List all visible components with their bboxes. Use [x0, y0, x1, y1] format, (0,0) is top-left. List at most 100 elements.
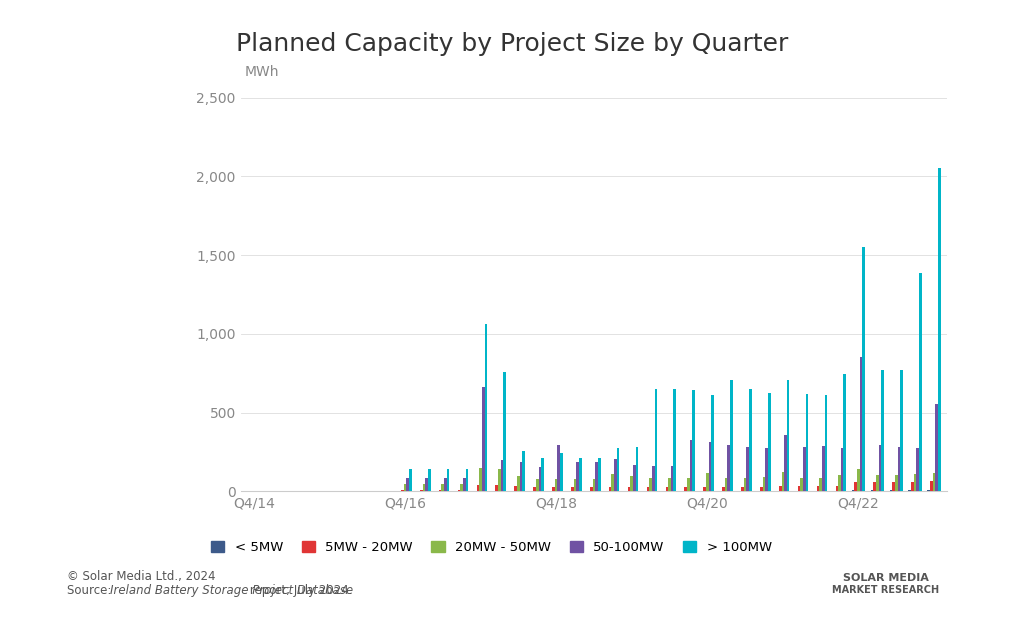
Bar: [749, 389, 752, 491]
Bar: [841, 448, 844, 491]
Bar: [690, 440, 692, 491]
Bar: [928, 490, 930, 491]
Bar: [860, 357, 862, 491]
Bar: [534, 486, 536, 491]
Bar: [706, 472, 709, 491]
Text: report; July 2024.: report; July 2024.: [246, 584, 352, 597]
Bar: [725, 478, 727, 491]
Bar: [439, 490, 441, 491]
Bar: [519, 462, 522, 491]
Bar: [409, 469, 412, 491]
Bar: [763, 478, 765, 491]
Bar: [806, 394, 808, 491]
Bar: [671, 466, 674, 491]
Bar: [425, 478, 428, 491]
Bar: [938, 168, 941, 491]
Bar: [496, 485, 498, 491]
Text: Planned Capacity by Project Size by Quarter: Planned Capacity by Project Size by Quar…: [236, 32, 788, 55]
Bar: [895, 475, 897, 491]
Bar: [913, 474, 916, 491]
Bar: [854, 482, 857, 491]
Bar: [631, 476, 633, 491]
Bar: [765, 448, 768, 491]
Bar: [407, 478, 409, 491]
Bar: [882, 370, 884, 491]
Bar: [798, 486, 801, 491]
Bar: [611, 474, 614, 491]
Bar: [557, 445, 560, 491]
Bar: [669, 478, 671, 491]
Bar: [703, 486, 706, 491]
Bar: [461, 484, 463, 491]
Bar: [560, 453, 563, 491]
Bar: [892, 482, 895, 491]
Bar: [712, 394, 714, 491]
Bar: [900, 370, 903, 491]
Bar: [649, 478, 652, 491]
Bar: [897, 447, 900, 491]
Bar: [498, 469, 501, 491]
Bar: [908, 490, 911, 491]
Bar: [920, 273, 922, 491]
Text: © Solar Media Ltd., 2024: © Solar Media Ltd., 2024: [67, 570, 215, 583]
Bar: [870, 490, 873, 491]
Bar: [817, 486, 819, 491]
Bar: [819, 478, 822, 491]
Bar: [590, 486, 593, 491]
Bar: [801, 478, 803, 491]
Bar: [441, 484, 444, 491]
Legend: < 5MW, 5MW - 20MW, 20MW - 50MW, 50-100MW, > 100MW: < 5MW, 5MW - 20MW, 20MW - 50MW, 50-100MW…: [211, 541, 772, 554]
Bar: [652, 466, 654, 491]
Bar: [466, 469, 468, 491]
Bar: [741, 488, 743, 491]
Bar: [803, 447, 806, 491]
Bar: [666, 486, 669, 491]
Bar: [542, 459, 544, 491]
Bar: [824, 396, 827, 491]
Bar: [836, 486, 839, 491]
Text: SOLAR MEDIA: SOLAR MEDIA: [843, 573, 929, 583]
Bar: [857, 469, 860, 491]
Bar: [930, 481, 933, 491]
Bar: [571, 486, 573, 491]
Text: Ireland Battery Storage Project Database: Ireland Battery Storage Project Database: [110, 584, 352, 597]
Bar: [482, 387, 484, 491]
Bar: [616, 448, 620, 491]
Text: MARKET RESEARCH: MARKET RESEARCH: [833, 585, 939, 595]
Bar: [786, 379, 790, 491]
Bar: [822, 446, 824, 491]
Bar: [674, 389, 676, 491]
Bar: [911, 482, 913, 491]
Bar: [916, 448, 920, 491]
Bar: [687, 478, 690, 491]
Bar: [654, 389, 657, 491]
Bar: [839, 475, 841, 491]
Bar: [646, 486, 649, 491]
Bar: [444, 478, 446, 491]
Bar: [879, 445, 882, 491]
Bar: [423, 484, 425, 491]
Bar: [552, 486, 555, 491]
Bar: [517, 476, 519, 491]
Bar: [598, 459, 600, 491]
Bar: [401, 490, 403, 491]
Bar: [458, 490, 461, 491]
Bar: [420, 490, 423, 491]
Bar: [593, 479, 595, 491]
Bar: [692, 390, 695, 491]
Bar: [628, 486, 631, 491]
Bar: [890, 490, 892, 491]
Bar: [614, 459, 616, 491]
Bar: [514, 486, 517, 491]
Bar: [579, 459, 582, 491]
Bar: [555, 479, 557, 491]
Bar: [876, 475, 879, 491]
Bar: [636, 447, 638, 491]
Bar: [746, 447, 749, 491]
Bar: [463, 478, 466, 491]
Bar: [862, 247, 865, 491]
Bar: [403, 484, 407, 491]
Bar: [844, 374, 846, 491]
Bar: [779, 486, 781, 491]
Bar: [684, 486, 687, 491]
